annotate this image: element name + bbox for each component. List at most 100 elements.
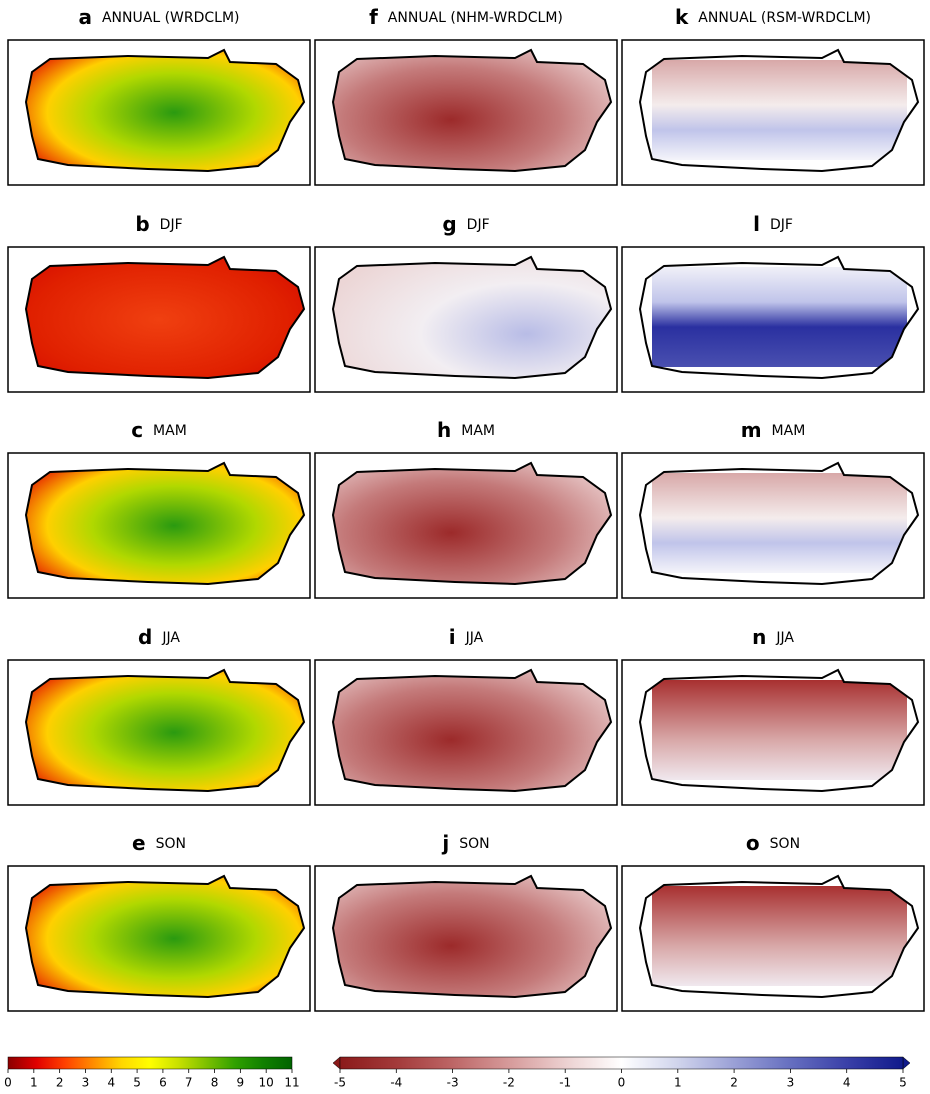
panel-title: g DJF xyxy=(442,212,489,236)
panel-title: k ANNUAL (RSM-WRDCLM) xyxy=(675,5,871,29)
panel-title-text: ANNUAL (NHM-WRDCLM) xyxy=(388,10,563,26)
map-panel xyxy=(621,659,925,806)
colorbar-tick-label: 4 xyxy=(843,1076,851,1090)
panel-letter: o xyxy=(746,831,760,855)
panel-letter: e xyxy=(132,831,146,855)
panel-letter: g xyxy=(442,212,456,236)
panel-title-text: ANNUAL (WRDCLM) xyxy=(102,10,240,26)
map-panel xyxy=(7,659,311,806)
panel-letter: i xyxy=(449,625,456,649)
colorbar-tick-label: 4 xyxy=(107,1076,115,1090)
field xyxy=(333,463,611,584)
map-field xyxy=(652,886,907,986)
panel-letter: j xyxy=(441,831,449,855)
map-field xyxy=(26,670,304,791)
panel-letter: a xyxy=(78,5,92,29)
panel-title-text: SON xyxy=(156,836,186,852)
colorbar-tick-label: 0 xyxy=(4,1076,12,1090)
map-field xyxy=(333,670,611,791)
field xyxy=(26,463,304,584)
colorbar-tick-label: 8 xyxy=(211,1076,219,1090)
panel-letter: b xyxy=(135,212,149,236)
colorbar-tick-label: 3 xyxy=(82,1076,90,1090)
panel-title-text: DJF xyxy=(467,217,490,233)
map-panel xyxy=(314,865,618,1012)
map-panel xyxy=(314,659,618,806)
panel-title-text: MAM xyxy=(153,423,187,439)
colorbar-tick-label: -5 xyxy=(334,1076,346,1090)
map-field xyxy=(652,60,907,160)
panel-title-text: JJA xyxy=(161,630,180,646)
panel-title: i JJA xyxy=(449,625,484,649)
panel-title-text: SON xyxy=(770,836,800,852)
field xyxy=(333,670,611,791)
map-field xyxy=(26,463,304,584)
colorbar-tick-label: 5 xyxy=(899,1076,907,1090)
field xyxy=(26,257,304,378)
map-panel xyxy=(7,865,311,1012)
panel-letter: c xyxy=(131,418,143,442)
field xyxy=(333,876,611,997)
field xyxy=(652,60,907,160)
panel-title: d JJA xyxy=(138,625,180,649)
map-field xyxy=(333,257,611,378)
map-field xyxy=(333,463,611,584)
colorbar-tick-label: 9 xyxy=(237,1076,245,1090)
colorbar-tick-label: 1 xyxy=(674,1076,682,1090)
colorbar-tick-label: 11 xyxy=(284,1076,299,1090)
panel-title: n JJA xyxy=(752,625,794,649)
map-panel xyxy=(621,452,925,599)
colorbar-arrow xyxy=(902,1056,911,1070)
panel-title-text: MAM xyxy=(772,423,806,439)
colorbar-tick-label: 5 xyxy=(133,1076,141,1090)
panel-letter: d xyxy=(138,625,152,649)
field xyxy=(652,680,907,780)
map-field xyxy=(26,50,304,171)
panel-title: o SON xyxy=(746,831,800,855)
panel-title-text: MAM xyxy=(461,423,495,439)
colorbar xyxy=(339,1056,904,1070)
colorbar-tick-label: 0 xyxy=(618,1076,626,1090)
field xyxy=(26,670,304,791)
panel-title-text: JJA xyxy=(775,630,794,646)
panel-title: e SON xyxy=(132,831,186,855)
field xyxy=(26,876,304,997)
map-panel xyxy=(7,246,311,393)
map-panel xyxy=(314,39,618,186)
map-panel xyxy=(621,246,925,393)
panel-title: b DJF xyxy=(135,212,182,236)
panel-title-text: DJF xyxy=(770,217,793,233)
colorbar-tick-label: 3 xyxy=(787,1076,795,1090)
field xyxy=(333,257,611,378)
colorbar xyxy=(7,1056,293,1070)
panel-title-text: SON xyxy=(459,836,489,852)
map-panel xyxy=(7,452,311,599)
colorbar-tick-label: -4 xyxy=(390,1076,402,1090)
field xyxy=(652,473,907,573)
map-field xyxy=(652,267,907,367)
map-field xyxy=(652,680,907,780)
map-field xyxy=(333,50,611,171)
panel-title-text: JJA xyxy=(465,630,484,646)
panel-letter: m xyxy=(741,418,762,442)
map-panel xyxy=(314,452,618,599)
panel-letter: k xyxy=(675,5,689,29)
panel-letter: f xyxy=(369,5,378,29)
colorbar-tick-label: -2 xyxy=(503,1076,515,1090)
panel-title: j SON xyxy=(441,831,489,855)
field xyxy=(333,50,611,171)
panel-title: c MAM xyxy=(131,418,187,442)
panel-title: f ANNUAL (NHM-WRDCLM) xyxy=(369,5,563,29)
map-panel xyxy=(621,39,925,186)
map-panel xyxy=(314,246,618,393)
map-field xyxy=(652,473,907,573)
colorbar-tick-label: 10 xyxy=(259,1076,274,1090)
colorbar-tick-label: 6 xyxy=(159,1076,167,1090)
panel-letter: h xyxy=(437,418,451,442)
colorbar-tick-label: 7 xyxy=(185,1076,193,1090)
field xyxy=(26,50,304,171)
colorbar-tick-label: 1 xyxy=(30,1076,38,1090)
panel-title-text: ANNUAL (RSM-WRDCLM) xyxy=(698,10,871,26)
colorbar-tick-label: -3 xyxy=(447,1076,459,1090)
